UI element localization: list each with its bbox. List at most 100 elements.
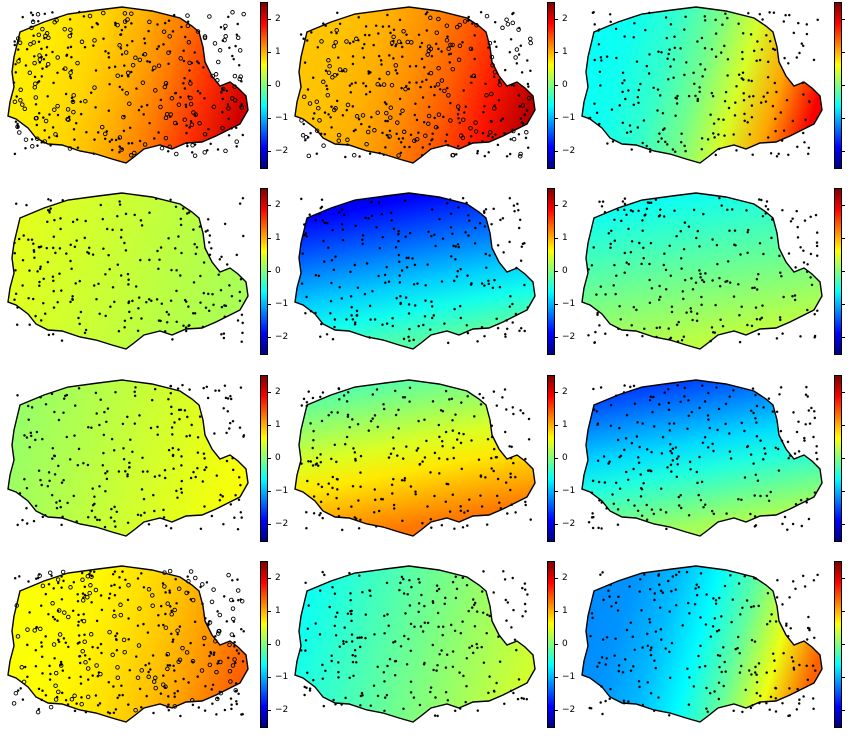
station-point: [392, 477, 395, 481]
station-point: [509, 456, 513, 460]
station-point: [109, 305, 112, 308]
station-point: [630, 148, 633, 151]
station-point: [677, 455, 680, 458]
station-point: [659, 208, 662, 211]
station-point: [56, 609, 60, 613]
station-point: [179, 274, 182, 277]
station-point: [83, 660, 88, 665]
station-point: [311, 117, 315, 120]
station-point: [683, 28, 686, 31]
station-point: [451, 650, 455, 653]
station-point: [717, 117, 720, 121]
station-point: [401, 129, 407, 135]
station-point: [349, 598, 352, 602]
station-point: [812, 435, 815, 439]
station-point: [597, 480, 601, 484]
station-point: [34, 115, 39, 121]
station-point: [612, 284, 615, 287]
station-point: [381, 235, 385, 239]
station-point: [664, 268, 668, 272]
station-point: [509, 475, 512, 479]
station-point: [66, 703, 70, 706]
station-point: [179, 223, 183, 227]
station-point: [475, 642, 478, 646]
station-point: [157, 613, 160, 617]
station-point: [333, 592, 337, 595]
station-point: [641, 334, 644, 338]
station-point: [408, 81, 411, 84]
station-point: [117, 135, 123, 140]
station-point: [496, 477, 500, 481]
state-outline: [294, 192, 536, 350]
station-point: [350, 82, 354, 85]
station-point: [503, 68, 507, 72]
station-point: [431, 601, 435, 605]
station-point: [708, 426, 712, 430]
station-point: [127, 617, 130, 620]
station-point: [480, 645, 483, 649]
station-point: [348, 676, 351, 680]
station-point: [466, 394, 469, 398]
station-point: [774, 710, 778, 713]
station-point: [209, 599, 215, 605]
station-point: [170, 412, 173, 416]
station-point: [203, 709, 207, 712]
station-point: [649, 691, 653, 695]
station-point: [504, 335, 507, 338]
station-point: [18, 87, 23, 93]
station-point: [521, 586, 524, 590]
station-point: [703, 664, 707, 668]
station-point: [16, 306, 19, 309]
station-point: [596, 459, 600, 462]
station-point: [421, 96, 425, 99]
station-point: [316, 105, 321, 111]
station-point: [60, 289, 63, 292]
station-point: [90, 25, 94, 29]
station-point: [778, 393, 781, 396]
station-point: [71, 93, 76, 98]
station-point: [778, 316, 782, 319]
colorbar-tick: [554, 204, 558, 206]
station-point: [92, 38, 97, 43]
station-point: [789, 454, 792, 457]
station-point: [58, 247, 62, 250]
station-point: [627, 227, 630, 231]
station-point: [169, 384, 173, 388]
station-point: [94, 694, 98, 697]
station-point: [519, 117, 523, 120]
station-point: [500, 25, 505, 31]
station-point: [112, 613, 117, 619]
station-point: [225, 89, 229, 93]
station-point: [398, 18, 402, 22]
station-point: [69, 259, 72, 263]
colorbar-tick: [554, 577, 558, 579]
station-point: [429, 85, 433, 89]
station-point: [440, 649, 443, 652]
station-point: [34, 504, 38, 508]
station-point: [391, 492, 394, 495]
station-point: [618, 487, 622, 490]
station-point: [458, 304, 462, 308]
station-point: [484, 93, 489, 98]
station-point: [750, 115, 754, 119]
station-point: [476, 646, 479, 650]
station-point: [516, 697, 520, 701]
station-point: [778, 254, 781, 258]
station-point: [387, 456, 391, 459]
station-point: [127, 301, 130, 305]
station-point: [36, 32, 42, 38]
station-point: [40, 75, 44, 78]
station-point: [53, 218, 56, 222]
station-point: [236, 319, 240, 322]
station-point: [759, 494, 762, 498]
station-point: [168, 591, 172, 594]
station-point: [430, 54, 434, 58]
station-point: [484, 252, 488, 256]
station-point: [121, 693, 124, 697]
state-outline: [294, 379, 536, 537]
station-point: [448, 510, 452, 513]
station-point: [93, 138, 96, 141]
station-point: [492, 75, 496, 78]
station-point: [404, 235, 407, 238]
station-point: [13, 251, 17, 255]
